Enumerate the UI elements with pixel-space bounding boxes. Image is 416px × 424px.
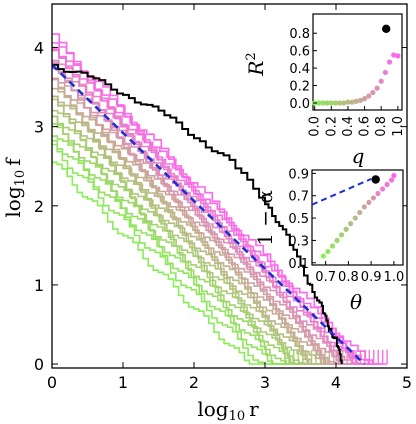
main-plot-frame xyxy=(51,3,408,369)
main-y-tick-label: 2 xyxy=(34,197,44,216)
inset_bottom-point xyxy=(379,186,386,192)
inset_bottom-point xyxy=(384,181,390,188)
main-y-tick-label: 1 xyxy=(34,276,44,295)
main-series-group xyxy=(52,33,388,365)
inset_bottom-x-tick-label: 0.7 xyxy=(315,270,336,285)
main-x-tick-label: 1 xyxy=(118,373,128,392)
inset_top-x-tick-label: 1.0 xyxy=(391,116,406,137)
main-y-tick-label: 0 xyxy=(34,355,44,374)
inset-top-plot: 0.0 0.2 0.4 0.6 0.8 1.00.00.20.40.60.8 R2 q xyxy=(244,13,406,168)
series-line-10 xyxy=(52,95,325,365)
inset_top-y-tick-label: 0.8 xyxy=(289,27,310,42)
inset_bottom-x-tick-label: 0.8 xyxy=(338,270,359,285)
inset_top-point xyxy=(370,89,376,96)
inset_bottom-point xyxy=(348,221,354,227)
fit-line xyxy=(52,63,366,365)
inset_bottom-point xyxy=(338,232,345,238)
main-x-tick-label: 3 xyxy=(260,373,270,392)
inset_bottom-y-tick-label: 0.5 xyxy=(288,212,309,227)
inset_bottom-point xyxy=(357,209,363,216)
inset_top-point xyxy=(378,78,384,84)
inset_top-point xyxy=(353,98,359,104)
inset-top-x-label: q xyxy=(352,144,365,168)
inset_top-x-tick-label: 0.0 xyxy=(308,116,323,137)
inset_top-point xyxy=(349,99,355,105)
inset_top-y-tick-label: 0.6 xyxy=(289,45,310,60)
main-ticks: 0 1 2 3 4 5 0 1 2 3 4 xyxy=(34,4,412,392)
inset-bottom-plot: 0.7 0.8 0.9 1.00.10.30.50.70.9 1 − α θ xyxy=(253,167,404,314)
main-y-tick-label: 4 xyxy=(34,39,44,58)
inset-bottom-ticks: 0.7 0.8 0.9 1.00.10.30.50.70.9 xyxy=(288,167,404,285)
inset_bottom-point xyxy=(370,195,377,201)
inset_top-point xyxy=(357,97,364,103)
series-line-3 xyxy=(52,140,294,365)
inset_top-x-tick-label: 0.8 xyxy=(374,116,389,137)
main-y-label: log10f xyxy=(1,157,28,218)
inset_top-point xyxy=(382,69,388,76)
inset_bottom-point xyxy=(352,215,358,221)
main-x-tick-label: 0 xyxy=(47,373,57,392)
inset-bottom-y-label: 1 − α xyxy=(253,190,277,246)
inset_top-x-tick-label: 0.6 xyxy=(358,116,373,137)
inset_bottom-x-tick-label: 1.0 xyxy=(384,270,405,285)
inset_bottom-fit-line xyxy=(311,178,372,206)
main-x-tick-label: 2 xyxy=(189,373,199,392)
inset_bottom-point xyxy=(375,190,381,197)
inset_top-y-tick-label: 0.2 xyxy=(289,80,310,95)
inset-top-y-label: R2 xyxy=(244,52,268,76)
main-y-tick-label: 3 xyxy=(34,118,44,137)
inset_bottom-point xyxy=(366,199,372,206)
series-line-11 xyxy=(52,95,330,365)
inset_top-highlight-point xyxy=(381,24,391,34)
inset_top-point xyxy=(366,93,372,99)
main-x-tick-label: 4 xyxy=(331,373,341,392)
inset_top-point xyxy=(395,53,401,59)
inset_bottom-point xyxy=(329,243,336,249)
inset_top-point xyxy=(316,100,322,106)
main-x-label: log10 r xyxy=(197,397,259,424)
inset_top-x-tick-label: 0.4 xyxy=(341,116,356,137)
inset_top-point xyxy=(337,100,343,106)
inset_top-point xyxy=(328,100,334,106)
inset-top-series xyxy=(312,24,401,106)
inset_top-point xyxy=(332,100,339,106)
inset_bottom-point xyxy=(320,253,326,259)
inset-bottom-x-label: θ xyxy=(350,290,362,314)
inset_bottom-highlight-point xyxy=(371,175,380,184)
inset_top-point xyxy=(361,96,368,102)
inset_bottom-point xyxy=(391,172,397,179)
inset-bottom-series xyxy=(311,172,397,259)
inset-top-ticks: 0.0 0.2 0.4 0.6 0.8 1.00.00.20.40.60.8 xyxy=(289,27,406,136)
inset_top-point xyxy=(374,85,380,91)
inset_bottom-point xyxy=(361,204,367,210)
inset_bottom-point xyxy=(325,248,331,255)
inset_bottom-y-tick-label: 0.7 xyxy=(288,190,309,205)
inset_bottom-y-tick-label: 0.3 xyxy=(288,234,309,249)
inset_top-y-tick-label: 0.4 xyxy=(289,62,310,77)
inset_bottom-x-tick-label: 0.9 xyxy=(361,270,382,285)
inset_top-x-tick-label: 0.2 xyxy=(324,116,339,137)
series-line-12 xyxy=(52,87,334,365)
inset_top-point xyxy=(386,59,393,65)
main-x-tick-label: 5 xyxy=(402,373,412,392)
inset_top-point xyxy=(341,100,347,106)
inset_bottom-y-tick-label: 0.9 xyxy=(288,167,309,182)
inset_bottom-point xyxy=(389,177,395,183)
inset_top-y-tick-label: 0.0 xyxy=(289,97,310,112)
inset_top-point xyxy=(345,99,351,105)
series-line-18 xyxy=(52,63,361,365)
inset_bottom-point xyxy=(343,226,349,232)
series-line-1 xyxy=(52,161,285,365)
series-line-4 xyxy=(52,135,299,365)
series-line-8 xyxy=(52,109,316,365)
inset_top-point xyxy=(324,100,330,106)
inset_bottom-y-tick-label: 0.1 xyxy=(288,257,309,272)
inset_top-point xyxy=(391,52,397,58)
series-line-7 xyxy=(52,115,312,365)
series-line-2 xyxy=(52,143,290,365)
inset_top-point xyxy=(320,100,326,106)
inset_bottom-point xyxy=(334,237,340,244)
